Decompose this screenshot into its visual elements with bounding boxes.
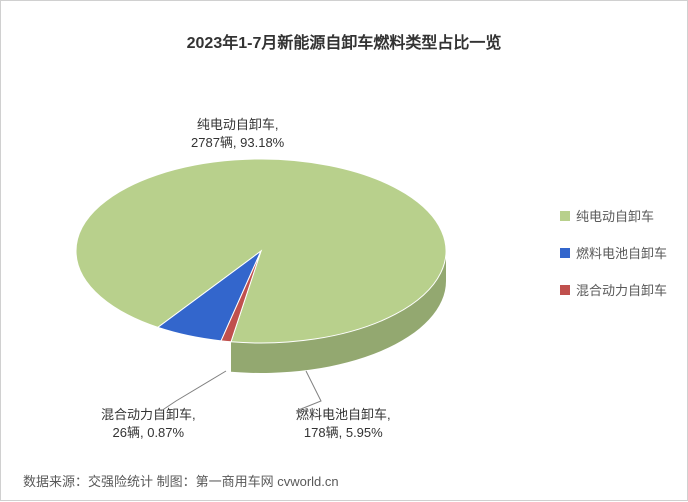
legend-label: 纯电动自卸车	[576, 206, 654, 225]
legend-item: 纯电动自卸车	[560, 206, 667, 225]
legend-swatch-icon	[560, 211, 570, 221]
legend-item: 混合动力自卸车	[560, 280, 667, 299]
legend-swatch-icon	[560, 285, 570, 295]
source-text: 数据来源：交强险统计 制图：第一商用车网 cvworld.cn	[23, 471, 339, 490]
legend-swatch-icon	[560, 248, 570, 258]
legend-label: 燃料电池自卸车	[576, 243, 667, 262]
legend-item: 燃料电池自卸车	[560, 243, 667, 262]
legend-label: 混合动力自卸车	[576, 280, 667, 299]
legend: 纯电动自卸车 燃料电池自卸车 混合动力自卸车	[560, 206, 667, 317]
